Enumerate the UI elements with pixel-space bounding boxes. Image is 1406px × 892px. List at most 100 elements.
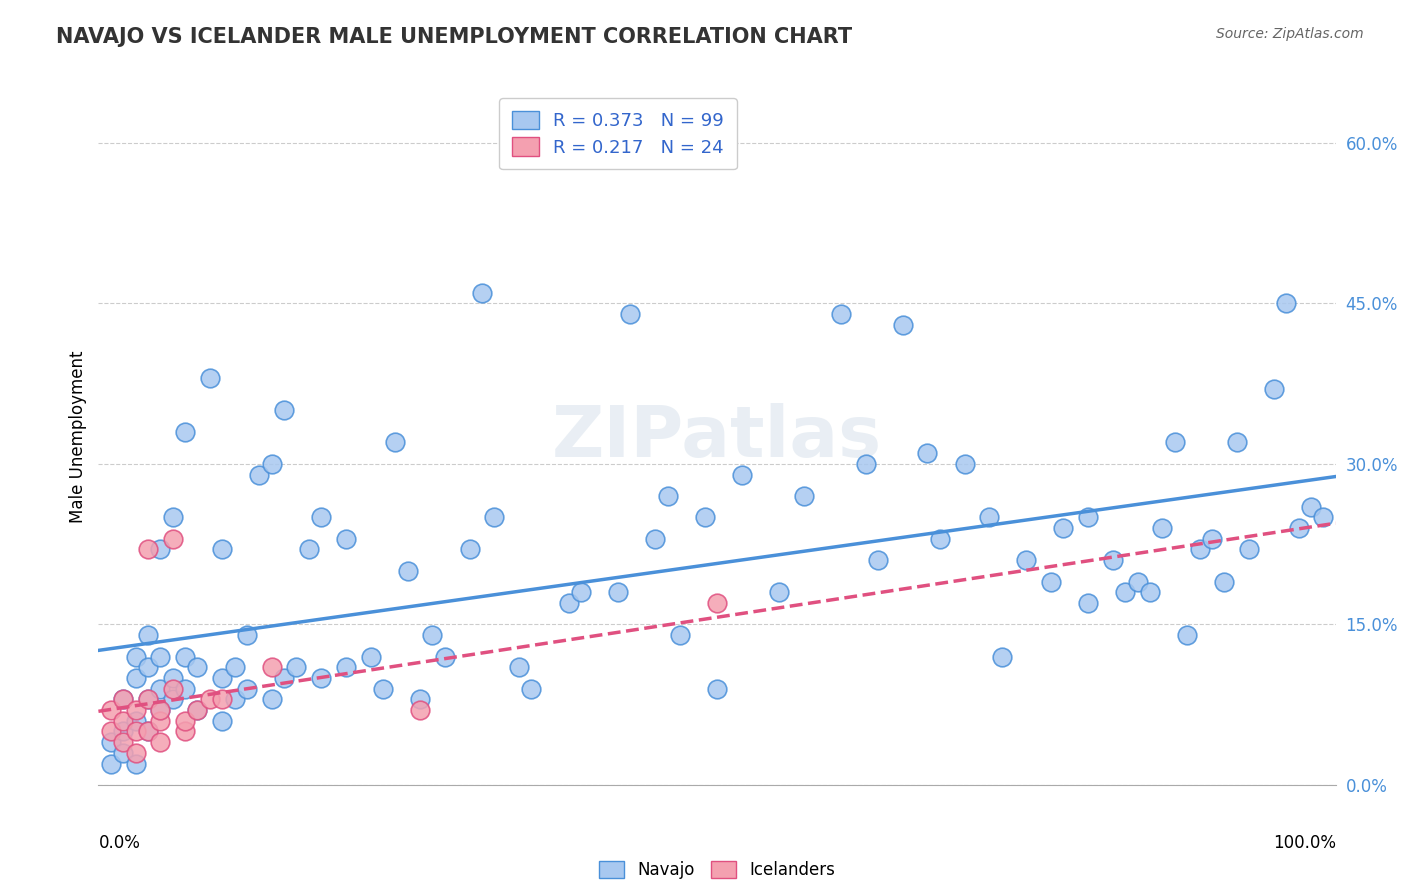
Point xyxy=(619,307,641,321)
Point xyxy=(1126,574,1149,589)
Point xyxy=(112,714,135,728)
Point xyxy=(149,681,172,696)
Point xyxy=(124,714,146,728)
Point xyxy=(644,532,666,546)
Point xyxy=(309,671,332,685)
Point xyxy=(693,510,716,524)
Point xyxy=(793,489,815,503)
Text: 0.0%: 0.0% xyxy=(98,834,141,852)
Point xyxy=(211,714,233,728)
Point xyxy=(112,692,135,706)
Point xyxy=(1226,435,1249,450)
Text: ZIPatlas: ZIPatlas xyxy=(553,402,882,472)
Point xyxy=(124,756,146,771)
Point xyxy=(149,542,172,557)
Y-axis label: Male Unemployment: Male Unemployment xyxy=(69,351,87,524)
Point xyxy=(731,467,754,482)
Point xyxy=(124,746,146,760)
Point xyxy=(484,510,506,524)
Point xyxy=(136,724,159,739)
Point xyxy=(1237,542,1260,557)
Point xyxy=(298,542,321,557)
Point xyxy=(508,660,530,674)
Point xyxy=(458,542,481,557)
Point xyxy=(149,703,172,717)
Point xyxy=(1152,521,1174,535)
Point xyxy=(273,403,295,417)
Point xyxy=(100,703,122,717)
Point xyxy=(174,724,197,739)
Point xyxy=(1077,510,1099,524)
Point xyxy=(1299,500,1322,514)
Point xyxy=(236,628,259,642)
Point xyxy=(409,703,432,717)
Point xyxy=(162,681,184,696)
Point xyxy=(136,542,159,557)
Point xyxy=(917,446,939,460)
Point xyxy=(706,681,728,696)
Point xyxy=(100,735,122,749)
Point xyxy=(112,735,135,749)
Point xyxy=(136,660,159,674)
Point xyxy=(162,510,184,524)
Point xyxy=(112,692,135,706)
Point xyxy=(186,660,208,674)
Point xyxy=(669,628,692,642)
Point xyxy=(273,671,295,685)
Point xyxy=(706,596,728,610)
Point xyxy=(1052,521,1074,535)
Point xyxy=(830,307,852,321)
Point xyxy=(471,285,494,300)
Point xyxy=(520,681,543,696)
Point xyxy=(211,671,233,685)
Point xyxy=(1201,532,1223,546)
Point xyxy=(162,532,184,546)
Point xyxy=(1102,553,1125,567)
Point xyxy=(1275,296,1298,310)
Point xyxy=(112,746,135,760)
Point xyxy=(136,628,159,642)
Point xyxy=(1175,628,1198,642)
Point xyxy=(657,489,679,503)
Point xyxy=(260,457,283,471)
Point xyxy=(1164,435,1187,450)
Point xyxy=(335,660,357,674)
Legend: Navajo, Icelanders: Navajo, Icelanders xyxy=(588,849,846,890)
Point xyxy=(124,724,146,739)
Point xyxy=(569,585,592,599)
Point xyxy=(224,692,246,706)
Point xyxy=(1263,382,1285,396)
Point xyxy=(1188,542,1211,557)
Point xyxy=(371,681,394,696)
Point xyxy=(1040,574,1063,589)
Point xyxy=(211,542,233,557)
Point xyxy=(433,649,456,664)
Point xyxy=(136,724,159,739)
Point xyxy=(100,724,122,739)
Text: Source: ZipAtlas.com: Source: ZipAtlas.com xyxy=(1216,27,1364,41)
Point xyxy=(1213,574,1236,589)
Point xyxy=(979,510,1001,524)
Point xyxy=(100,756,122,771)
Point xyxy=(211,692,233,706)
Point xyxy=(607,585,630,599)
Point xyxy=(186,703,208,717)
Point xyxy=(124,649,146,664)
Point xyxy=(557,596,579,610)
Point xyxy=(186,703,208,717)
Point xyxy=(149,649,172,664)
Point xyxy=(409,692,432,706)
Text: 100.0%: 100.0% xyxy=(1272,834,1336,852)
Point xyxy=(953,457,976,471)
Point xyxy=(891,318,914,332)
Point xyxy=(1288,521,1310,535)
Point xyxy=(198,692,221,706)
Point xyxy=(1077,596,1099,610)
Point xyxy=(198,371,221,385)
Point xyxy=(162,671,184,685)
Point xyxy=(866,553,889,567)
Point xyxy=(174,425,197,439)
Point xyxy=(247,467,270,482)
Point xyxy=(396,564,419,578)
Point xyxy=(162,692,184,706)
